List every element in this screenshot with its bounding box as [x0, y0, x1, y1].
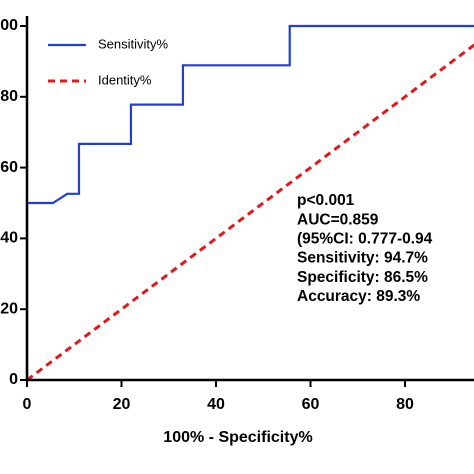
annotation: AUC=0.859 [297, 211, 379, 228]
x-tick-label: 40 [207, 396, 225, 413]
x-tick-label: 0 [23, 396, 32, 413]
series-line [25, 24, 474, 380]
legend-label: Sensitivity% [98, 36, 169, 51]
series-line [26, 43, 474, 382]
annotation: Sensitivity: 94.7% [297, 250, 428, 267]
annotation: Accuracy: 89.3% [297, 288, 420, 305]
annotation: p<0.001 [297, 192, 355, 209]
y-tick-label: 80 [0, 88, 18, 105]
y-tick-label: 20 [0, 300, 18, 317]
y-tick-label: 100 [0, 17, 18, 34]
y-tick-label: 60 [0, 159, 18, 176]
x-tick-label: 60 [302, 396, 320, 413]
x-tick-label: 80 [396, 396, 414, 413]
x-tick-label: 20 [113, 396, 131, 413]
x-axis-label: 100% - Specificity% [163, 429, 312, 446]
y-tick-label: 40 [0, 230, 18, 247]
annotation: Specificity: 86.5% [297, 269, 428, 286]
annotation: (95%CI: 0.777-0.94 [297, 230, 433, 247]
legend-label: Identity% [98, 72, 152, 87]
y-tick-label: 0 [9, 371, 18, 388]
